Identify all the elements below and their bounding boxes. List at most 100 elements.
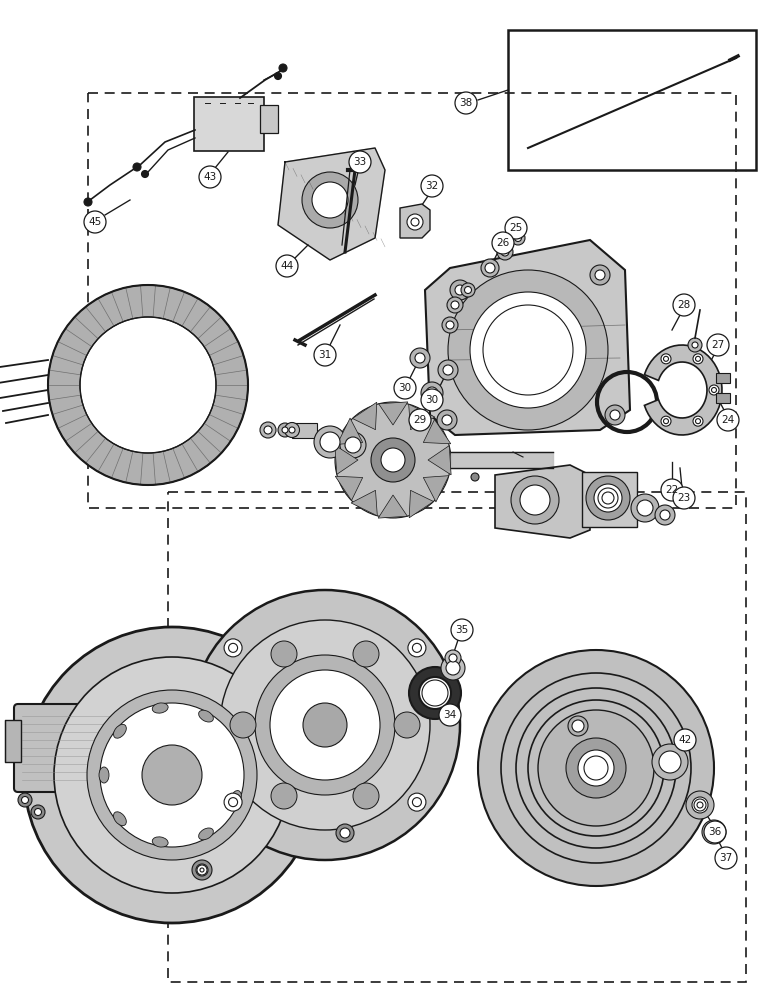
Bar <box>260 105 278 133</box>
Circle shape <box>663 356 669 361</box>
Ellipse shape <box>198 710 213 722</box>
Ellipse shape <box>198 828 213 840</box>
Circle shape <box>673 487 695 509</box>
Circle shape <box>285 685 365 765</box>
Text: 35: 35 <box>455 625 469 635</box>
Circle shape <box>610 410 620 420</box>
Circle shape <box>314 344 336 366</box>
Circle shape <box>715 847 737 869</box>
Circle shape <box>707 825 721 839</box>
Circle shape <box>426 387 438 399</box>
Polygon shape <box>278 148 385 260</box>
Circle shape <box>492 232 514 254</box>
Circle shape <box>686 791 714 819</box>
Text: 44: 44 <box>280 261 293 271</box>
Circle shape <box>660 510 670 520</box>
Circle shape <box>260 422 276 438</box>
Bar <box>508 30 756 170</box>
Circle shape <box>661 479 683 501</box>
FancyBboxPatch shape <box>194 97 264 151</box>
Circle shape <box>471 473 479 481</box>
Text: 31: 31 <box>318 350 332 360</box>
Bar <box>716 373 730 383</box>
Bar <box>168 492 746 982</box>
Circle shape <box>282 427 288 433</box>
Polygon shape <box>378 495 408 518</box>
Circle shape <box>478 650 714 886</box>
Ellipse shape <box>113 724 127 738</box>
Circle shape <box>279 64 287 72</box>
Circle shape <box>35 808 42 816</box>
Circle shape <box>712 830 716 834</box>
Circle shape <box>335 402 451 518</box>
Circle shape <box>407 214 423 230</box>
Circle shape <box>511 476 559 524</box>
Circle shape <box>709 827 719 837</box>
Polygon shape <box>400 204 430 238</box>
Circle shape <box>470 292 586 408</box>
Circle shape <box>451 301 459 309</box>
Circle shape <box>18 793 32 807</box>
Polygon shape <box>335 445 358 474</box>
Circle shape <box>415 353 425 363</box>
Text: 32: 32 <box>425 181 438 191</box>
Circle shape <box>224 639 242 657</box>
Circle shape <box>461 283 475 297</box>
Circle shape <box>442 317 458 333</box>
Text: 38: 38 <box>459 98 472 108</box>
Polygon shape <box>495 465 590 538</box>
Circle shape <box>117 720 227 830</box>
Text: 37: 37 <box>720 853 733 863</box>
Circle shape <box>285 422 300 438</box>
Circle shape <box>501 248 509 256</box>
Circle shape <box>448 270 608 430</box>
Circle shape <box>717 409 739 431</box>
Circle shape <box>663 419 669 424</box>
Circle shape <box>229 798 238 807</box>
Circle shape <box>302 172 358 228</box>
Circle shape <box>412 798 422 807</box>
Circle shape <box>693 416 703 426</box>
Circle shape <box>276 255 298 277</box>
Circle shape <box>696 356 700 361</box>
Polygon shape <box>423 476 449 502</box>
Circle shape <box>381 448 405 472</box>
Circle shape <box>271 783 297 809</box>
Polygon shape <box>378 402 408 425</box>
Text: 45: 45 <box>88 217 102 227</box>
Circle shape <box>572 720 584 732</box>
Circle shape <box>409 409 431 431</box>
Bar <box>716 393 730 403</box>
Text: 33: 33 <box>354 157 367 167</box>
Circle shape <box>514 234 522 241</box>
Circle shape <box>598 488 618 508</box>
Text: 42: 42 <box>679 735 692 745</box>
Circle shape <box>84 211 106 233</box>
Circle shape <box>314 426 346 458</box>
Circle shape <box>264 426 272 434</box>
Circle shape <box>80 317 216 453</box>
Circle shape <box>411 218 419 226</box>
Circle shape <box>455 92 477 114</box>
Circle shape <box>255 655 395 795</box>
Circle shape <box>483 305 573 395</box>
Circle shape <box>421 389 443 411</box>
Circle shape <box>24 627 320 923</box>
Polygon shape <box>351 490 378 516</box>
Circle shape <box>465 286 472 294</box>
Circle shape <box>438 360 458 380</box>
Text: 23: 23 <box>677 493 691 503</box>
Circle shape <box>584 756 608 780</box>
Circle shape <box>590 265 610 285</box>
Circle shape <box>481 259 499 277</box>
Circle shape <box>702 820 726 844</box>
Text: 34: 34 <box>443 710 456 720</box>
Circle shape <box>451 619 473 641</box>
Circle shape <box>336 824 354 842</box>
Bar <box>88 93 736 508</box>
Circle shape <box>704 821 726 843</box>
Circle shape <box>87 690 257 860</box>
Circle shape <box>602 492 614 504</box>
Circle shape <box>312 182 348 218</box>
Circle shape <box>652 744 688 780</box>
